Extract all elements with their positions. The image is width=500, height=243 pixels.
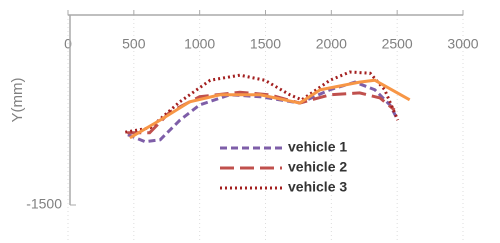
series-line: [127, 90, 396, 135]
legend-label: vehicle 3: [288, 179, 347, 195]
x-tick-label: 1000: [184, 36, 215, 52]
x-tick-label: 2000: [316, 36, 347, 52]
y-tick-label: -1500: [26, 196, 62, 212]
series-line: [127, 80, 400, 144]
legend-label: vehicle 1: [288, 139, 347, 155]
series-line: [129, 78, 411, 140]
x-tick-label: 500: [122, 36, 146, 52]
y-axis-label: Y(mm): [9, 78, 26, 123]
series-line: [125, 70, 400, 134]
x-tick-label: 0: [64, 36, 72, 52]
x-tick-label: 2500: [382, 36, 413, 52]
legend-label: vehicle 2: [288, 159, 347, 175]
x-tick-label: 1500: [250, 36, 281, 52]
x-tick-label: 3000: [447, 36, 478, 52]
